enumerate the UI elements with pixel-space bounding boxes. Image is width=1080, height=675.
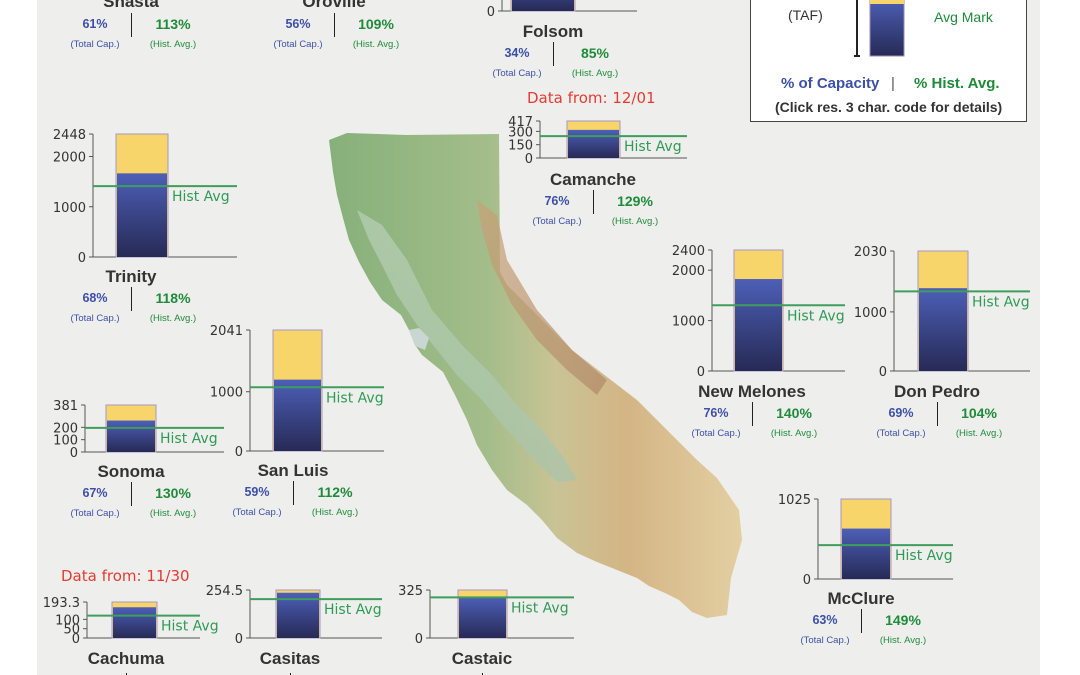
stats-separator — [482, 673, 483, 675]
pct-hist-avg: 140% — [776, 405, 812, 421]
stats-separator — [293, 481, 294, 505]
reservoir-name[interactable]: Trinity — [105, 267, 157, 286]
total-cap-label: (Total Cap.) — [232, 507, 282, 518]
total-cap-label: (Total Cap.) — [70, 313, 120, 324]
hist-avg-small-label: (Hist. Avg.) — [879, 635, 927, 646]
pct-hist-avg: 129% — [617, 193, 653, 209]
reservoir-name[interactable]: Shasta — [103, 0, 159, 11]
pct-hist-avg: 118% — [155, 290, 191, 306]
pct-hist-avg: 109% — [358, 16, 394, 32]
total-cap-label: (Total Cap.) — [691, 428, 741, 439]
legend-bar-icon — [854, 0, 905, 57]
pct-capacity: 69% — [888, 406, 914, 420]
total-cap-label: (Total Cap.) — [532, 216, 582, 227]
hist-avg-small-label: (Hist. Avg.) — [149, 508, 197, 519]
legend-box: (TAF) Avg Mark % of Capacity | % Hist. A… — [750, 0, 1027, 122]
hist-avg-small-label: (Hist. Avg.) — [955, 428, 1003, 439]
legend-avg-mark-label: Avg Mark — [934, 9, 993, 25]
legend-pct-hist-label: % Hist. Avg. — [914, 75, 1000, 92]
reservoir-name[interactable]: McClure — [827, 589, 895, 608]
hist-avg-small-label: (Hist. Avg.) — [149, 39, 197, 50]
reservoir-name[interactable]: Oroville — [302, 0, 366, 11]
stats-separator — [290, 673, 291, 675]
stats-separator — [131, 482, 132, 506]
stats-separator — [861, 609, 862, 633]
hist-avg-small-label: (Hist. Avg.) — [149, 313, 197, 324]
legend-taf-label: (TAF) — [788, 7, 823, 23]
california-landmass — [329, 133, 742, 618]
central-valley — [357, 210, 577, 482]
pct-hist-avg: 85% — [580, 45, 610, 61]
stats-separator — [752, 402, 753, 426]
hist-avg-small-label: (Hist. Avg.) — [311, 507, 359, 518]
stats-separator — [126, 673, 127, 675]
total-cap-label: (Total Cap.) — [273, 39, 323, 50]
pct-capacity: 59% — [244, 485, 270, 499]
legend-separator: | — [891, 75, 895, 92]
sierra-nevada — [477, 200, 607, 395]
hist-avg-small-label: (Hist. Avg.) — [352, 39, 400, 50]
data-from-date: Data from: 11/30 — [61, 567, 190, 585]
reservoir-name[interactable]: San Luis — [257, 461, 329, 480]
total-cap-label: (Total Cap.) — [70, 508, 120, 519]
stats-separator — [131, 287, 132, 311]
pct-hist-avg: 104% — [961, 405, 997, 421]
pct-capacity: 76% — [544, 194, 570, 208]
stats-separator — [937, 402, 938, 426]
hist-avg-small-label: (Hist. Avg.) — [611, 216, 659, 227]
stats-separator — [593, 190, 594, 214]
pct-capacity: 68% — [82, 291, 108, 305]
reservoir-map-panel: Hist AvgShasta61%113%(Total Cap.)(Hist. … — [37, 0, 1040, 675]
reservoir-name[interactable]: Casitas — [259, 649, 321, 668]
pct-hist-avg: 113% — [155, 16, 191, 32]
legend-pct-capacity-label: % of Capacity — [781, 75, 880, 92]
reservoir-name[interactable]: New Melones — [698, 382, 806, 401]
pct-capacity: 56% — [285, 17, 311, 31]
total-cap-label: (Total Cap.) — [492, 68, 542, 79]
pct-hist-avg: 130% — [155, 485, 191, 501]
stats-separator — [553, 42, 554, 66]
pct-capacity: 67% — [82, 486, 108, 500]
pct-capacity: 76% — [703, 406, 729, 420]
hist-avg-small-label: (Hist. Avg.) — [571, 68, 619, 79]
total-cap-label: (Total Cap.) — [876, 428, 926, 439]
hist-avg-small-label: (Hist. Avg.) — [770, 428, 818, 439]
pct-capacity: 34% — [504, 46, 530, 60]
pct-capacity: 61% — [82, 17, 108, 31]
reservoir-name[interactable]: Don Pedro — [894, 382, 980, 401]
california-relief-map — [329, 133, 742, 618]
reservoir-name[interactable]: Folsom — [522, 22, 584, 41]
sf-bay — [409, 328, 429, 350]
total-cap-label: (Total Cap.) — [800, 635, 850, 646]
pct-hist-avg: 149% — [885, 612, 921, 628]
reservoir-name[interactable]: Cachuma — [87, 649, 165, 668]
legend-click-hint: (Click res. 3 char. code for details) — [775, 99, 1003, 115]
total-cap-label: (Total Cap.) — [70, 39, 120, 50]
reservoir-name[interactable]: Sonoma — [97, 462, 165, 481]
data-from-date: Data from: 12/01 — [527, 89, 656, 107]
stats-separator — [131, 13, 132, 37]
pct-hist-avg: 112% — [317, 484, 353, 500]
pct-capacity: 63% — [812, 613, 838, 627]
reservoir-name[interactable]: Castaic — [451, 649, 513, 668]
stats-separator — [334, 13, 335, 37]
reservoir-name[interactable]: Camanche — [550, 170, 636, 189]
